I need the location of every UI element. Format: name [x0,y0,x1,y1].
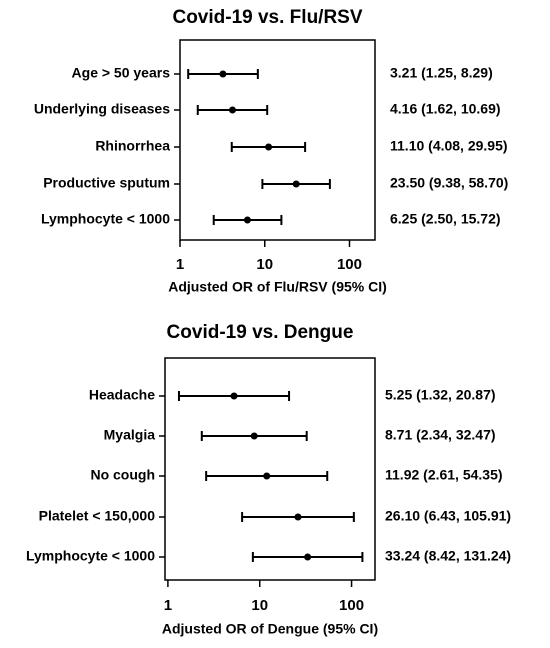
x-tick-label: 100 [337,256,362,273]
value-label: 3.21 (1.25, 8.29) [390,65,493,81]
point [230,392,238,400]
category-label: Myalgia [104,427,156,443]
point [228,106,236,114]
x-tick-label: 1 [176,256,184,273]
x-axis-label: Adjusted OR of Flu/RSV (95% CI) [168,279,387,295]
category-label: Lymphocyte < 1000 [26,548,155,564]
category-label: No cough [90,467,155,483]
chart-title: Covid-19 vs. Dengue [167,322,354,343]
point [243,216,251,224]
category-label: Headache [89,387,155,403]
x-tick-label: 1 [164,597,172,614]
category-label: Underlying diseases [34,101,170,117]
category-label: Platelet < 150,000 [39,508,156,524]
category-label: Productive sputum [43,175,170,191]
point [219,70,227,78]
value-label: 23.50 (9.38, 58.70) [390,175,508,191]
x-axis-label: Adjusted OR of Dengue (95% CI) [162,621,378,637]
point [263,472,271,480]
category-label: Age > 50 years [72,65,171,81]
plot-frame [164,357,376,581]
value-label: 26.10 (6.43, 105.91) [385,508,511,524]
x-tick-label: 100 [339,597,364,614]
value-label: 11.10 (4.08, 29.95) [390,138,508,154]
x-tick-label: 10 [256,256,273,273]
point [250,432,258,440]
point [265,143,273,151]
plot-frame [179,39,376,241]
value-label: 8.71 (2.34, 32.47) [385,427,496,443]
value-label: 5.25 (1.32, 20.87) [385,387,496,403]
point [292,180,300,188]
value-label: 33.24 (8.42, 131.24) [385,548,511,564]
chart-title: Covid-19 vs. Flu/RSV [172,7,362,28]
value-label: 11.92 (2.61, 54.35) [385,467,503,483]
point [294,513,302,521]
x-tick-label: 10 [251,597,268,614]
category-label: Lymphocyte < 1000 [41,211,170,227]
category-label: Rhinorrhea [95,138,170,154]
value-label: 6.25 (2.50, 15.72) [390,211,501,227]
value-label: 4.16 (1.62, 10.69) [390,101,501,117]
point [304,553,312,561]
